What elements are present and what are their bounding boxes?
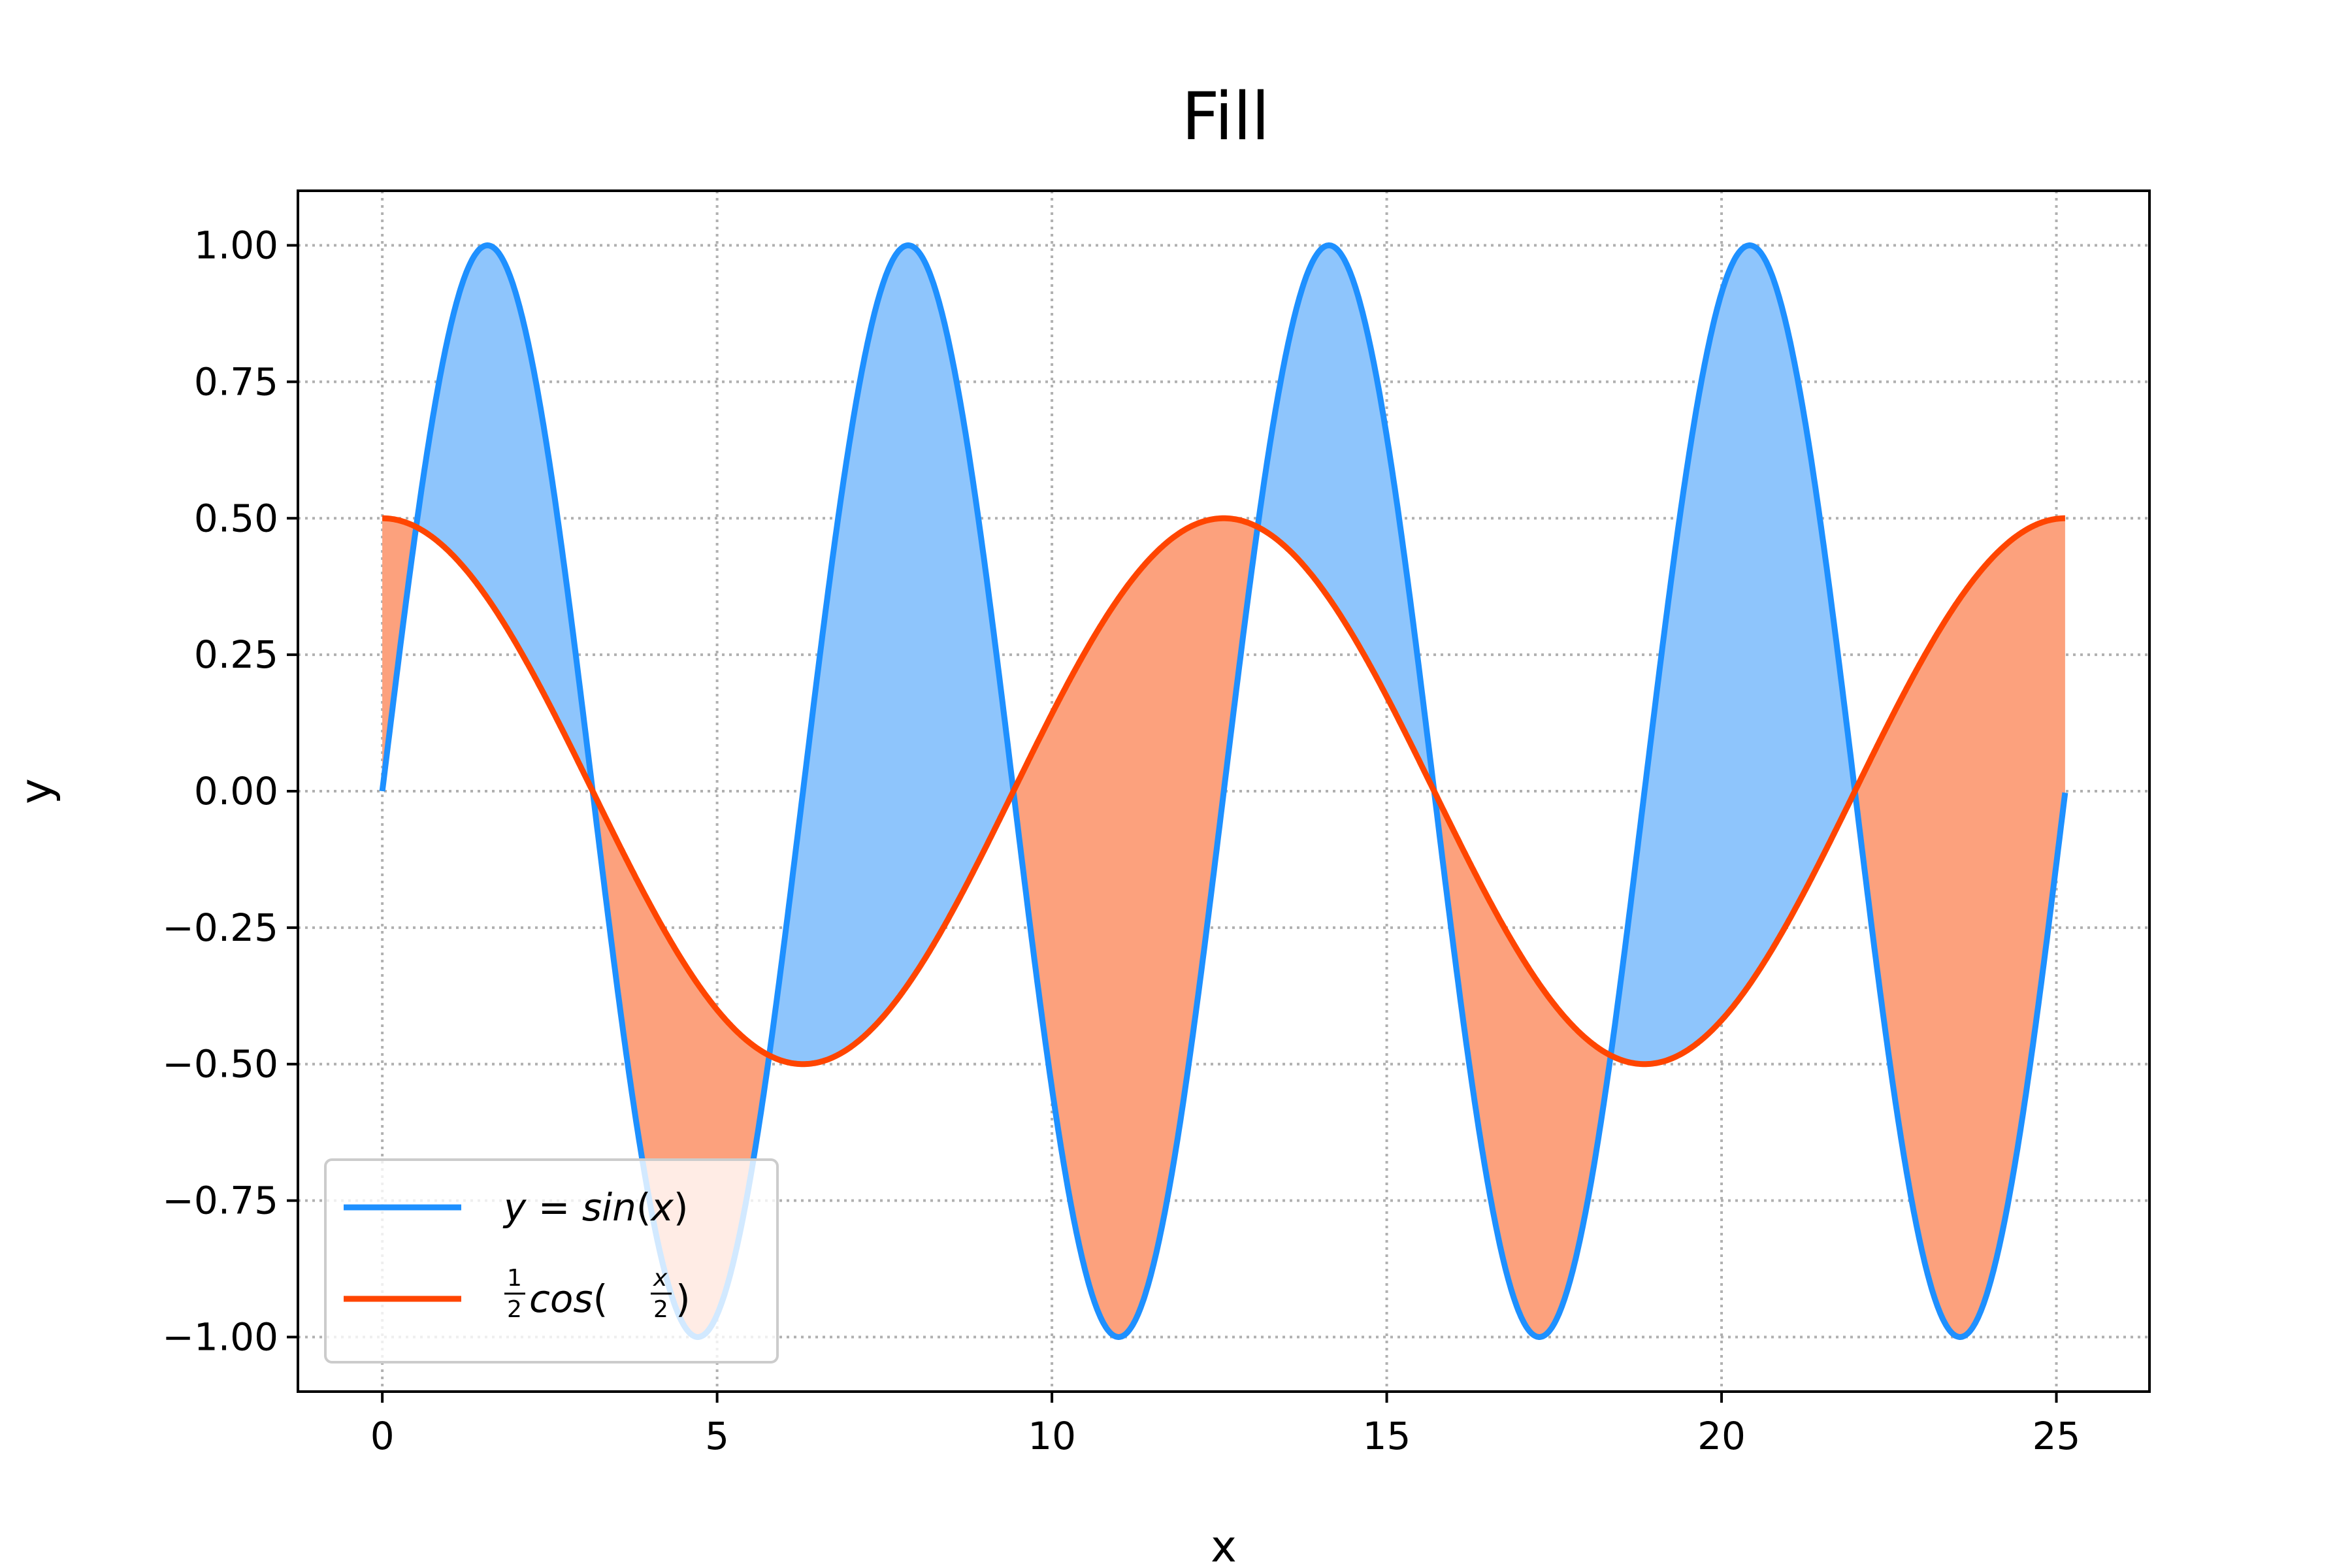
x-tick-label: 25 bbox=[2033, 1414, 2081, 1458]
fill-regions bbox=[382, 245, 2065, 1337]
y-tick-label: 0.75 bbox=[194, 359, 278, 404]
x-tick-label: 5 bbox=[705, 1414, 729, 1458]
svg-text:2: 2 bbox=[653, 1296, 668, 1323]
y-tick-label: 1.00 bbox=[194, 223, 278, 268]
chart-title: Fill bbox=[1182, 78, 1270, 155]
svg-text:2: 2 bbox=[507, 1296, 522, 1323]
fill-region-cos-above bbox=[1015, 518, 1259, 1337]
fill-region-cos-above bbox=[382, 518, 417, 791]
y-tick-label: 0.50 bbox=[194, 496, 278, 540]
svg-text:1: 1 bbox=[507, 1265, 522, 1292]
fill-region-cos-above bbox=[1856, 518, 2065, 1337]
x-tick-label: 0 bbox=[370, 1414, 395, 1458]
x-tick-label: 10 bbox=[1028, 1414, 1076, 1458]
fill-region-sin-above bbox=[1258, 245, 1436, 802]
y-axis-label: y bbox=[10, 778, 61, 804]
legend-label-sin: y = sin(x) bbox=[502, 1185, 689, 1230]
svg-text:): ) bbox=[676, 1277, 691, 1321]
x-tick-label: 20 bbox=[1697, 1414, 1746, 1458]
fill-region-sin-above bbox=[417, 245, 595, 803]
svg-text:x: x bbox=[653, 1265, 668, 1292]
y-tick-label: −0.50 bbox=[162, 1042, 278, 1086]
x-axis-label: x bbox=[1211, 1521, 1237, 1568]
y-axis-ticks: 1.00 0.75 0.50 0.25 0.00 −0.25 −0.50 −0.75 −1.00 bbox=[162, 223, 298, 1359]
fill-region-sin-above bbox=[769, 245, 1015, 1064]
series-line-cos bbox=[380, 515, 2067, 1068]
legend-label-cos: 1 2 cos( x 2 ) bbox=[504, 1265, 691, 1323]
x-axis-ticks: 0 5 10 15 20 25 bbox=[370, 1392, 2081, 1458]
svg-text:cos(: cos( bbox=[529, 1277, 608, 1321]
y-tick-label: 0.25 bbox=[194, 632, 278, 677]
y-tick-label: −0.75 bbox=[162, 1179, 278, 1223]
y-tick-label: 0.00 bbox=[194, 769, 278, 813]
y-tick-label: −1.00 bbox=[162, 1315, 278, 1359]
legend: y = sin(x) 1 2 cos( x 2 ) bbox=[324, 1158, 779, 1364]
x-tick-label: 15 bbox=[1363, 1414, 1411, 1458]
fill-region-sin-above bbox=[1610, 245, 1856, 1064]
y-tick-label: −0.25 bbox=[162, 906, 278, 950]
fill-region-cos-above bbox=[1435, 794, 1611, 1337]
